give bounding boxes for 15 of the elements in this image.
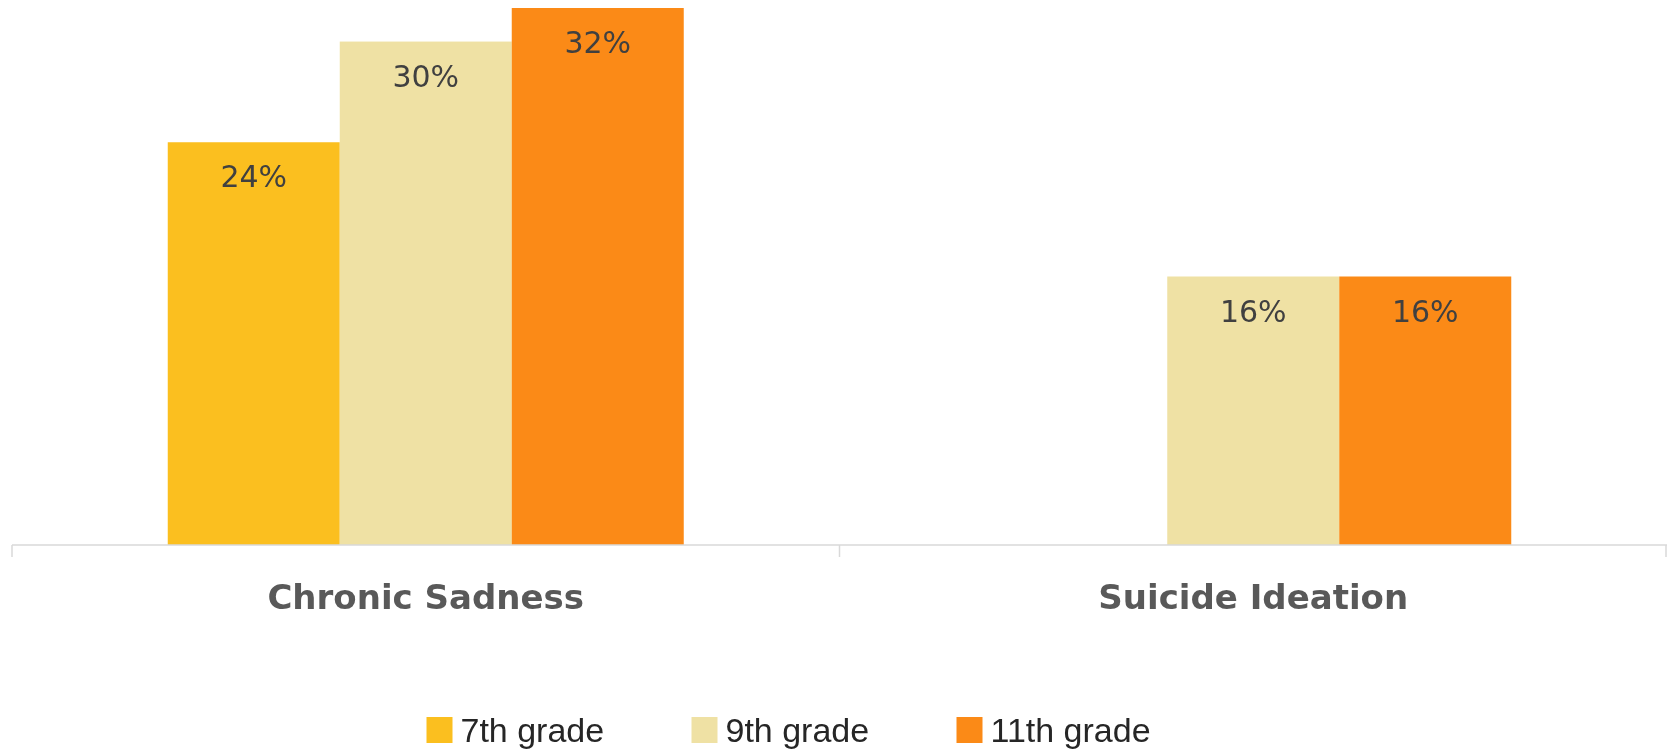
bar — [511, 8, 684, 545]
data-label: 16% — [1391, 293, 1459, 329]
bar — [1167, 276, 1340, 545]
data-label: 16% — [1219, 293, 1287, 329]
data-label: 30% — [392, 58, 460, 94]
bar — [1339, 276, 1512, 545]
bar — [339, 41, 512, 545]
legend-label: 7th grade — [460, 711, 605, 749]
bar — [167, 142, 340, 545]
data-label: 24% — [220, 159, 288, 195]
x-tick-label: Chronic Sadness — [267, 577, 585, 617]
legend-label: 9th grade — [725, 711, 870, 749]
data-label: 32% — [564, 25, 632, 60]
x-tick-label: Suicide Ideation — [1098, 577, 1409, 617]
legend-label: 11th grade — [990, 711, 1151, 749]
